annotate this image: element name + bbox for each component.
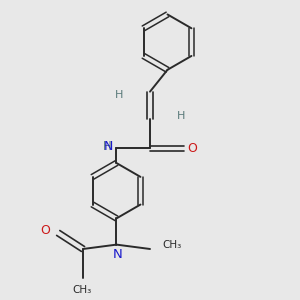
Text: O: O	[187, 142, 197, 155]
Text: H: H	[103, 140, 112, 153]
Text: CH₃: CH₃	[162, 241, 182, 250]
Text: O: O	[40, 224, 50, 236]
Text: H: H	[176, 111, 185, 122]
Text: N: N	[104, 140, 114, 153]
Text: N: N	[113, 248, 123, 261]
Text: H: H	[115, 90, 124, 100]
Text: CH₃: CH₃	[72, 285, 91, 296]
